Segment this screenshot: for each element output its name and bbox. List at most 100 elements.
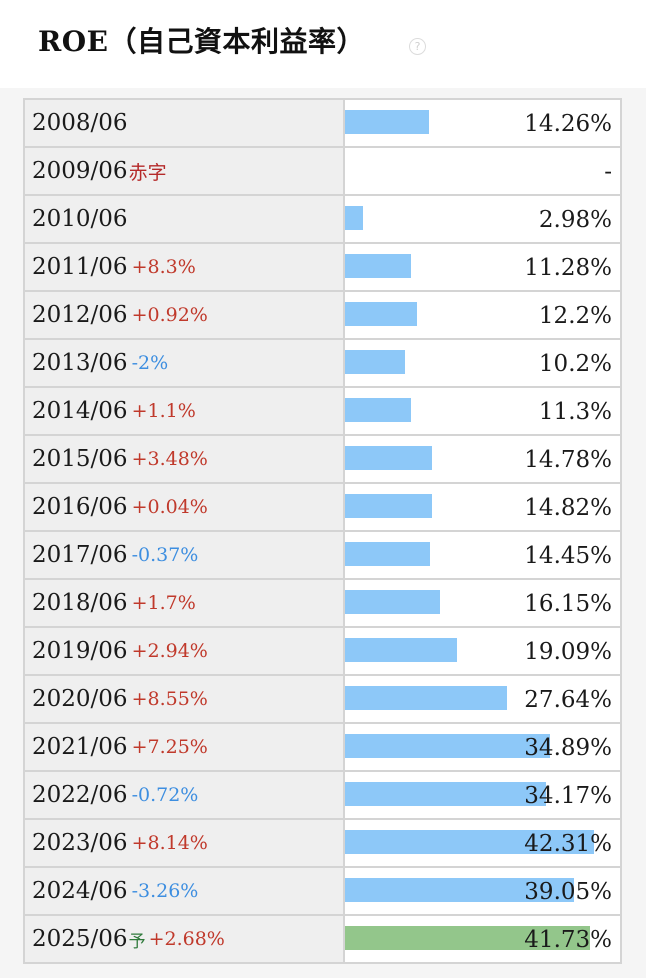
table-row: 2014/06 +1.1% 11.3% [25, 388, 620, 434]
roe-value-cell: 27.64% [345, 676, 620, 722]
table-row: 2022/06 -0.72% 34.17% [25, 772, 620, 818]
deficit-label: 赤字 [128, 161, 167, 184]
roe-value-cell: 19.09% [345, 628, 620, 674]
roe-bar [345, 254, 411, 278]
roe-value: 27.64% [524, 687, 612, 713]
roe-value: 2.98% [538, 207, 612, 233]
roe-value-cell: 14.78% [345, 436, 620, 482]
table-row: 2021/06 +7.25% 34.89% [25, 724, 620, 770]
table-row: 2012/06 +0.92% 12.2% [25, 292, 620, 338]
year-cell: 2019/06 +2.94% [25, 628, 343, 674]
roe-bar [345, 638, 457, 662]
year-cell: 2013/06 -2% [25, 340, 343, 386]
year-cell: 2020/06 +8.55% [25, 676, 343, 722]
yoy-change: +1.7% [131, 592, 196, 614]
roe-value-cell: 12.2% [345, 292, 620, 338]
fiscal-year-label: 2013/06 [32, 350, 128, 376]
yoy-change: +8.14% [131, 832, 208, 854]
roe-bar [345, 830, 594, 854]
roe-bar [345, 350, 405, 374]
roe-value: 41.73% [524, 927, 612, 953]
roe-value: 16.15% [524, 591, 612, 617]
roe-value: 19.09% [524, 639, 612, 665]
year-cell: 2024/06 -3.26% [25, 868, 343, 914]
year-cell: 2014/06 +1.1% [25, 388, 343, 434]
page-title: ROE（自己資本利益率） [38, 25, 366, 58]
question-circle-icon[interactable]: ? [409, 38, 426, 55]
yoy-change: +0.04% [131, 496, 208, 518]
roe-value-cell: 14.26% [345, 100, 620, 146]
year-cell: 2021/06 +7.25% [25, 724, 343, 770]
table-row: 2010/06 2.98% [25, 196, 620, 242]
yoy-change: +1.1% [131, 400, 196, 422]
table-row: 2008/06 14.26% [25, 100, 620, 146]
header: ROE（自己資本利益率） ? [0, 0, 646, 88]
roe-value-cell: 16.15% [345, 580, 620, 626]
roe-value: 14.26% [524, 111, 612, 137]
yoy-change: +0.92% [131, 304, 208, 326]
roe-value: 11.28% [524, 255, 612, 281]
table-row: 2025/06 予 +2.68% 41.73% [25, 916, 620, 962]
fiscal-year-label: 2012/06 [32, 302, 128, 328]
year-cell: 2025/06 予 +2.68% [25, 916, 343, 962]
roe-bar [345, 686, 507, 710]
year-cell: 2011/06 +8.3% [25, 244, 343, 290]
roe-value-cell: 11.28% [345, 244, 620, 290]
roe-value-cell: 34.89% [345, 724, 620, 770]
fiscal-year-label: 2025/06 [32, 926, 128, 952]
fiscal-year-label: 2020/06 [32, 686, 128, 712]
fiscal-year-label: 2018/06 [32, 590, 128, 616]
roe-bar [345, 734, 550, 758]
roe-bar [345, 782, 546, 806]
table-row: 2015/06 +3.48% 14.78% [25, 436, 620, 482]
table-row: 2024/06 -3.26% 39.05% [25, 868, 620, 914]
year-cell: 2016/06 +0.04% [25, 484, 343, 530]
roe-bar [345, 494, 432, 518]
yoy-change: +8.3% [131, 256, 196, 278]
roe-value-cell: 14.45% [345, 532, 620, 578]
yoy-change: -0.72% [131, 784, 199, 806]
yoy-change: +2.94% [131, 640, 208, 662]
roe-bar [345, 878, 574, 902]
roe-value-cell: 14.82% [345, 484, 620, 530]
table-row: 2020/06 +8.55% 27.64% [25, 676, 620, 722]
roe-value-cell: 2.98% [345, 196, 620, 242]
year-cell: 2018/06 +1.7% [25, 580, 343, 626]
roe-value: - [604, 159, 612, 185]
fiscal-year-label: 2021/06 [32, 734, 128, 760]
yoy-change: -0.37% [131, 544, 199, 566]
year-cell: 2009/06 赤字 [25, 148, 343, 194]
fiscal-year-label: 2009/06 [32, 158, 128, 184]
year-cell: 2022/06 -0.72% [25, 772, 343, 818]
roe-value-cell: 34.17% [345, 772, 620, 818]
roe-bar [345, 398, 411, 422]
roe-bar [345, 110, 429, 134]
forecast-roe-bar [345, 926, 590, 950]
fiscal-year-label: 2011/06 [32, 254, 128, 280]
fiscal-year-label: 2008/06 [32, 110, 128, 136]
roe-value: 11.3% [538, 399, 612, 425]
roe-bar [345, 590, 440, 614]
roe-value: 42.31% [524, 831, 612, 857]
fiscal-year-label: 2022/06 [32, 782, 128, 808]
year-cell: 2023/06 +8.14% [25, 820, 343, 866]
roe-bar [345, 206, 363, 230]
forecast-label: 予 [128, 931, 146, 952]
roe-value: 14.82% [524, 495, 612, 521]
yoy-change: +3.48% [131, 448, 208, 470]
fiscal-year-label: 2019/06 [32, 638, 128, 664]
roe-value: 10.2% [538, 351, 612, 377]
yoy-change: -3.26% [131, 880, 199, 902]
year-cell: 2015/06 +3.48% [25, 436, 343, 482]
fiscal-year-label: 2023/06 [32, 830, 128, 856]
roe-bar [345, 542, 430, 566]
year-cell: 2012/06 +0.92% [25, 292, 343, 338]
year-cell: 2008/06 [25, 100, 343, 146]
roe-value-cell: 11.3% [345, 388, 620, 434]
fiscal-year-label: 2010/06 [32, 206, 128, 232]
year-cell: 2010/06 [25, 196, 343, 242]
table-row: 2023/06 +8.14% 42.31% [25, 820, 620, 866]
roe-bar [345, 302, 417, 326]
fiscal-year-label: 2024/06 [32, 878, 128, 904]
roe-value: 14.78% [524, 447, 612, 473]
